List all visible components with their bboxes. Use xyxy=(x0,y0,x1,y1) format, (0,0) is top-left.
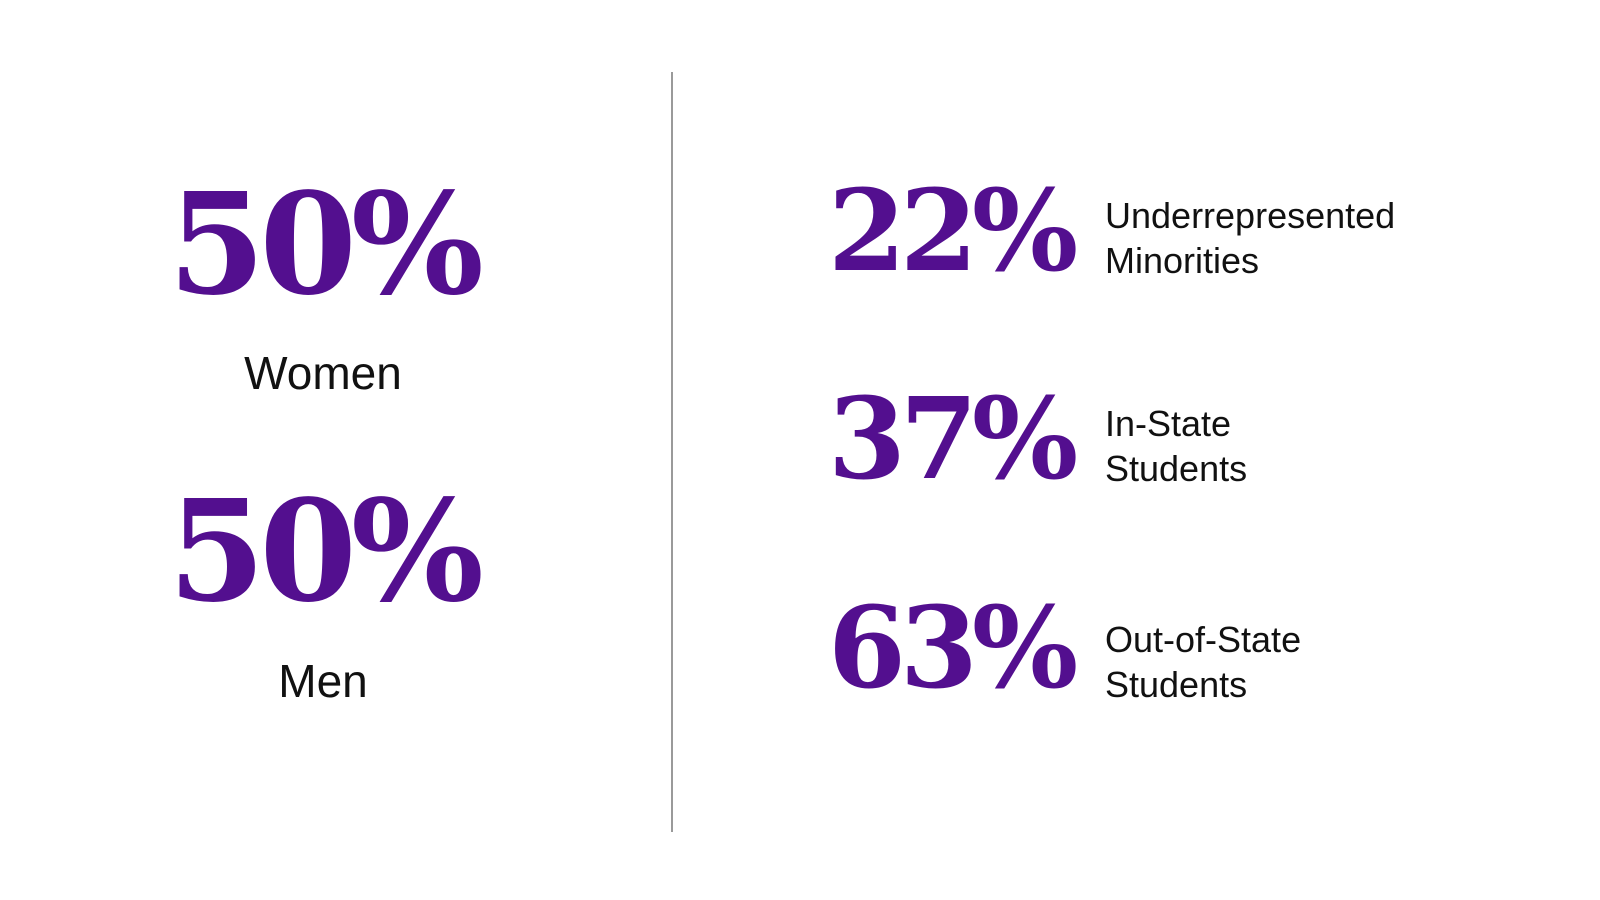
minorities-percentage: 22% xyxy=(828,166,1078,297)
women-percentage: 50% xyxy=(168,163,484,327)
in-state-label-line2: Students xyxy=(1105,448,1248,489)
column-divider xyxy=(671,72,673,832)
out-of-state-label-line1: Out-of-State xyxy=(1105,619,1302,660)
men-percentage: 50% xyxy=(168,470,484,634)
women-label: Women xyxy=(244,347,402,399)
in-state-label: In-State Students xyxy=(1105,401,1247,491)
out-of-state-label-line2: Students xyxy=(1105,664,1248,705)
minorities-label-line2: Minorities xyxy=(1105,240,1260,281)
minorities-label: Underrepresented Minorities xyxy=(1105,193,1395,283)
in-state-percentage: 37% xyxy=(828,374,1078,505)
out-of-state-label: Out-of-State Students xyxy=(1105,617,1301,707)
in-state-label-line1: In-State xyxy=(1105,403,1232,444)
out-of-state-percentage: 63% xyxy=(828,583,1078,714)
men-label: Men xyxy=(278,655,368,707)
minorities-label-line1: Underrepresented xyxy=(1105,195,1396,236)
